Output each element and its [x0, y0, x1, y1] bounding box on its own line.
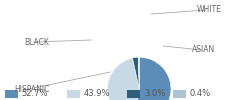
Text: HISPANIC: HISPANIC — [14, 86, 50, 94]
Text: ASIAN: ASIAN — [192, 46, 215, 54]
Text: 52.7%: 52.7% — [22, 88, 48, 98]
Text: 3.0%: 3.0% — [144, 88, 165, 98]
Text: 43.9%: 43.9% — [84, 88, 110, 98]
Wedge shape — [134, 57, 171, 100]
Text: BLACK: BLACK — [24, 38, 49, 46]
Text: WHITE: WHITE — [197, 6, 222, 14]
Wedge shape — [138, 57, 139, 89]
Text: 0.4%: 0.4% — [190, 88, 211, 98]
Wedge shape — [132, 57, 139, 89]
Wedge shape — [108, 58, 139, 100]
